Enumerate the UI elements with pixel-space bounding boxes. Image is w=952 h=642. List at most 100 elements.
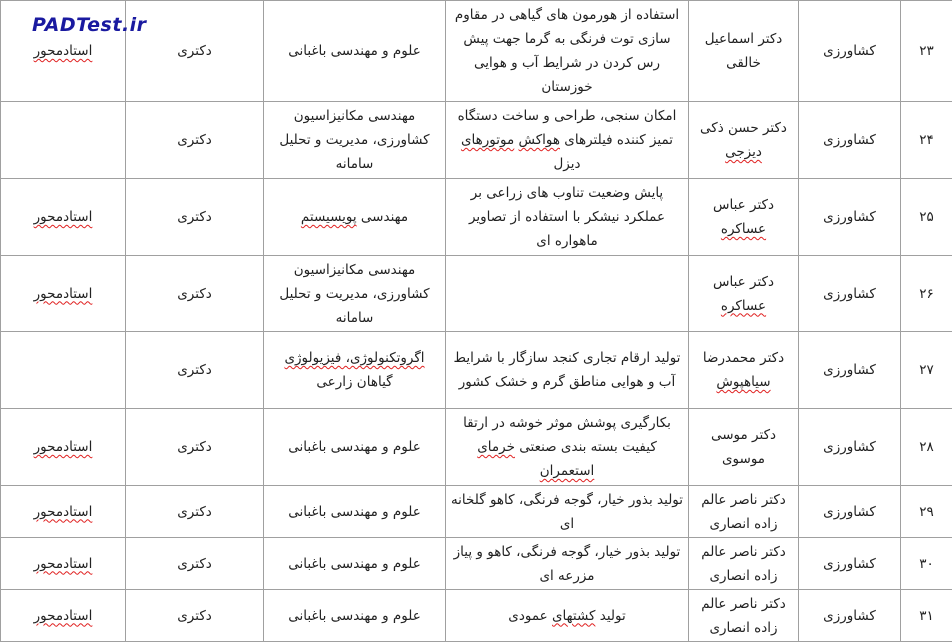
supervisor-cell: دکتر ناصر عالم زاده انصاری	[689, 538, 799, 590]
field-cell: کشاورزی	[799, 409, 901, 486]
title-cell: تولید بذور خیار، گوجه فرنگی، کاهو و پیاز…	[446, 538, 689, 590]
supervisor-cell-text: دیزجی	[725, 144, 762, 160]
supervisor-cell-text: دکتر محمدرضا	[703, 350, 784, 366]
major-cell: مهندسی پویسیستم	[264, 179, 446, 256]
title-cell-text: تولید بذور خیار، گوجه فرنگی، کاهو گلخانه…	[451, 492, 683, 532]
field-cell: کشاورزی	[799, 102, 901, 179]
type-cell-text: استادمحور	[34, 286, 93, 302]
supervisor-cell: دکتر محمدرضا سیاهپوش	[689, 332, 799, 409]
supervisor-cell-text: دکتر ناصر عالم زاده انصاری	[701, 492, 786, 532]
supervisor-cell: دکتر عباس عساکره	[689, 256, 799, 332]
type-cell: استادمحور	[1, 409, 126, 486]
row-number: ۲۷	[901, 332, 952, 409]
title-cell: پایش وضعیت تناوب های زراعی بر عملکرد نیش…	[446, 179, 689, 256]
type-cell-text: استادمحور	[34, 504, 93, 520]
type-cell: استادمحور	[1, 538, 126, 590]
supervisor-cell: دکتر عباس عساکره	[689, 179, 799, 256]
row-number: ۳۰	[901, 538, 952, 590]
degree-cell: دکتری	[126, 538, 264, 590]
type-cell: استادمحور	[1, 256, 126, 332]
title-cell: تولید بذور خیار، گوجه فرنگی، کاهو گلخانه…	[446, 486, 689, 538]
title-cell: استفاده از هورمون های گیاهی در مقاوم ساز…	[446, 1, 689, 102]
degree-cell: دکتری	[126, 409, 264, 486]
major-cell-text: گیاهان زارعی	[316, 374, 392, 390]
title-cell-text: استفاده از هورمون های گیاهی در مقاوم ساز…	[455, 7, 679, 95]
field-cell: کشاورزی	[799, 1, 901, 102]
major-cell-text: علوم و مهندسی باغبانی	[288, 43, 421, 59]
major-cell: مهندسی مکانیزاسیون کشاورزی، مدیریت و تحل…	[264, 256, 446, 332]
type-cell-text: استادمحور	[34, 43, 93, 59]
type-cell-text: استادمحور	[34, 439, 93, 455]
major-cell-text: مهندسی مکانیزاسیون کشاورزی، مدیریت و تحل…	[279, 108, 429, 172]
degree-cell: دکتری	[126, 486, 264, 538]
major-cell-text: مهندسی	[357, 209, 408, 225]
type-cell: استادمحور	[1, 486, 126, 538]
type-cell: استادمحور	[1, 590, 126, 642]
supervisor-cell-text: عساکره	[721, 298, 766, 314]
major-cell: علوم و مهندسی باغبانی	[264, 590, 446, 642]
supervisor-cell-text: دکتر موسی موسوی	[711, 427, 776, 467]
major-cell-text: علوم و مهندسی باغبانی	[288, 439, 421, 455]
major-cell: علوم و مهندسی باغبانی	[264, 538, 446, 590]
title-cell-text: تولید	[595, 608, 625, 624]
row-number: ۲۵	[901, 179, 952, 256]
type-cell-text: استادمحور	[34, 209, 93, 225]
degree-cell: دکتری	[126, 332, 264, 409]
major-cell-text: علوم و مهندسی باغبانی	[288, 608, 421, 624]
major-cell: علوم و مهندسی باغبانی	[264, 486, 446, 538]
supervisor-cell-text: دکتر ناصر عالم زاده انصاری	[701, 544, 786, 584]
supervisor-cell: دکتر حسن ذکی دیزجی	[689, 102, 799, 179]
title-cell-text: تولید بذور خیار، گوجه فرنگی، کاهو و پیاز…	[454, 544, 681, 584]
watermark-logo: PADTest.ir	[32, 14, 147, 36]
degree-cell: دکتری	[126, 590, 264, 642]
major-cell-text: مهندسی مکانیزاسیون کشاورزی، مدیریت و تحل…	[279, 262, 429, 326]
degree-cell: دکتری	[126, 102, 264, 179]
type-cell: استادمحور	[1, 179, 126, 256]
degree-cell: دکتری	[126, 256, 264, 332]
major-cell: مهندسی مکانیزاسیون کشاورزی، مدیریت و تحل…	[264, 102, 446, 179]
supervisor-cell: دکتر اسماعیل خالقی	[689, 1, 799, 102]
type-cell	[1, 332, 126, 409]
supervisor-cell-text: دکتر اسماعیل خالقی	[705, 31, 783, 71]
supervisor-cell-text: دکتر ناصر عالم زاده انصاری	[701, 596, 786, 636]
title-cell-text: تولید ارقام تجاری کنجد سازگار با شرایط آ…	[454, 350, 681, 390]
supervisor-cell: دکتر ناصر عالم زاده انصاری	[689, 590, 799, 642]
title-cell: امکان سنجی، طراحی و ساخت دستگاه تمیز کنن…	[446, 102, 689, 179]
title-cell-text: موتورهای	[461, 132, 514, 148]
row-number: ۲۸	[901, 409, 952, 486]
supervisor-cell-text: دکتر عباس	[713, 197, 774, 213]
title-cell-text: پایش وضعیت تناوب های زراعی بر عملکرد نیش…	[469, 185, 665, 249]
field-cell: کشاورزی	[799, 179, 901, 256]
row-number: ۲۹	[901, 486, 952, 538]
major-cell: علوم و مهندسی باغبانی	[264, 409, 446, 486]
title-cell-text: عمودی	[508, 608, 552, 624]
field-cell: کشاورزی	[799, 486, 901, 538]
title-cell-text: کشتهای	[552, 608, 595, 624]
type-cell-text: استادمحور	[34, 556, 93, 572]
major-cell: علوم و مهندسی باغبانی	[264, 1, 446, 102]
major-cell: اگروتکنولوژی، فیزیولوژی گیاهان زارعی	[264, 332, 446, 409]
major-cell-text: علوم و مهندسی باغبانی	[288, 504, 421, 520]
major-cell-text: علوم و مهندسی باغبانی	[288, 556, 421, 572]
supervisor-cell-text: دکتر حسن ذکی	[700, 120, 787, 136]
type-cell	[1, 102, 126, 179]
title-cell-text: هواکش	[519, 132, 560, 148]
type-cell-text: استادمحور	[34, 608, 93, 624]
title-cell-text: دیزل	[553, 156, 580, 172]
row-number: ۲۶	[901, 256, 952, 332]
row-number: ۳۱	[901, 590, 952, 642]
row-number: ۲۳	[901, 1, 952, 102]
supervisor-cell-text: دکتر عباس	[713, 274, 774, 290]
degree-cell: دکتری	[126, 179, 264, 256]
field-cell: کشاورزی	[799, 256, 901, 332]
supervisor-cell-text: سیاهپوش	[716, 374, 770, 390]
field-cell: کشاورزی	[799, 538, 901, 590]
major-cell-text: پویسیستم	[301, 209, 357, 225]
